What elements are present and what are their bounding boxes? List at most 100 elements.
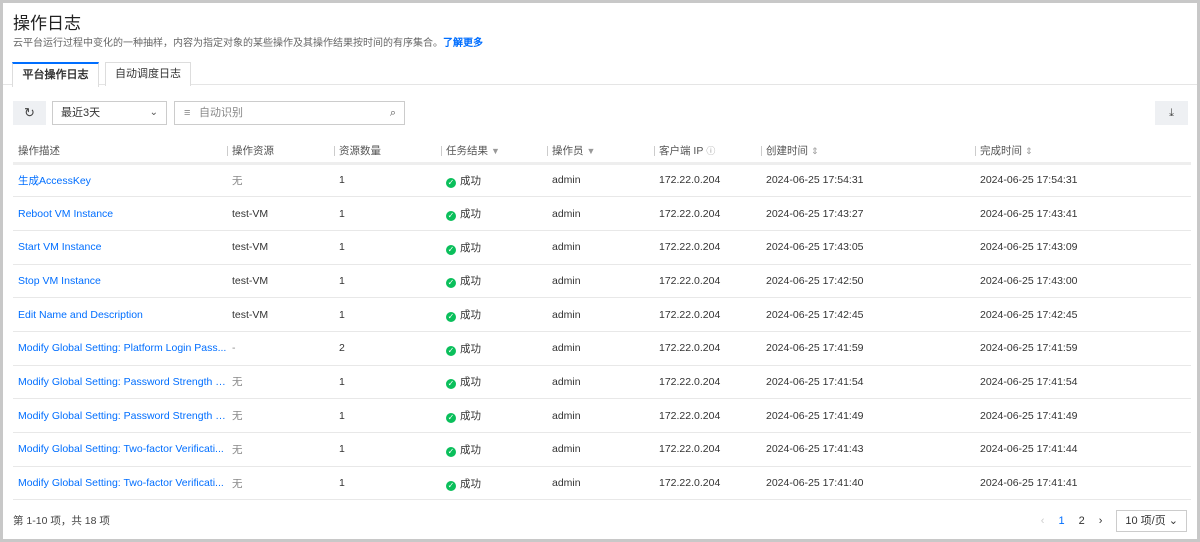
download-button[interactable]: ⤓: [1155, 101, 1188, 125]
result-cell: ✓ 成功: [441, 466, 547, 501]
learn-more-link[interactable]: 了解更多: [443, 38, 483, 49]
operation-desc-link[interactable]: Edit Name and Description: [13, 297, 227, 332]
column-header: 操作资源: [227, 139, 334, 165]
operation-desc-link[interactable]: Modify Global Setting: Two-factor Verifi…: [13, 432, 227, 467]
count-cell: 1: [334, 230, 441, 265]
page-title: 操作日志: [13, 14, 81, 33]
operator-cell: admin: [547, 331, 654, 366]
ip-cell: 172.22.0.204: [654, 466, 761, 501]
resource-cell: test-VM: [227, 196, 334, 231]
created-time-cell: 2024-06-25 17:42:45: [761, 297, 975, 332]
column-divider: [761, 146, 762, 156]
table-row: Modify Global Setting: Two-factor Verifi…: [13, 432, 1191, 467]
page-1-button[interactable]: 1: [1058, 515, 1065, 527]
count-cell: 2: [334, 331, 441, 366]
tab-auto-schedule-log[interactable]: 自动调度日志: [105, 62, 191, 86]
ip-cell: 172.22.0.204: [654, 264, 761, 299]
column-header[interactable]: 操作员 ▼: [547, 139, 654, 165]
sort-icon[interactable]: ⇕: [811, 145, 819, 156]
operator-cell: admin: [547, 230, 654, 265]
column-header: 资源数量: [334, 139, 441, 165]
time-range-select[interactable]: 最近3天 ⌄: [52, 101, 167, 125]
download-icon: ⤓: [1169, 106, 1174, 119]
operation-desc-link[interactable]: Start VM Instance: [13, 230, 227, 265]
result-cell: ✓ 成功: [441, 163, 547, 198]
column-divider: [441, 146, 442, 156]
operation-desc-link[interactable]: Modify Global Setting: Two-factor Verifi…: [13, 466, 227, 501]
result-cell: ✓ 成功: [441, 365, 547, 400]
operator-cell: admin: [547, 163, 654, 198]
page-size-select[interactable]: 10 项/页 ⌄: [1116, 510, 1187, 532]
count-cell: 1: [334, 163, 441, 198]
operation-desc-link[interactable]: Reboot VM Instance: [13, 196, 227, 231]
result-cell: ✓ 成功: [441, 230, 547, 265]
column-header[interactable]: 任务结果 ▼: [441, 139, 547, 165]
operation-desc-link[interactable]: Modify Global Setting: Password Strength…: [13, 398, 227, 433]
finished-time-cell: 2024-06-25 17:41:54: [975, 365, 1191, 400]
operation-desc-link[interactable]: 生成AccessKey: [13, 163, 227, 198]
refresh-button[interactable]: ↻: [13, 101, 46, 125]
success-check-icon: ✓: [446, 177, 456, 188]
next-page-button[interactable]: ›: [1098, 515, 1103, 527]
column-header[interactable]: 创建时间 ⇕: [761, 139, 975, 165]
resource-cell: test-VM: [227, 297, 334, 332]
finished-time-cell: 2024-06-25 17:42:45: [975, 297, 1191, 332]
created-time-cell: 2024-06-25 17:41:54: [761, 365, 975, 400]
filter-icon: ≡: [184, 107, 191, 119]
resource-cell: 无: [227, 432, 334, 467]
column-divider: [975, 146, 976, 156]
success-check-icon: ✓: [446, 312, 456, 323]
ip-cell: 172.22.0.204: [654, 196, 761, 231]
chevron-down-icon: ⌄: [149, 107, 158, 118]
column-header: 客户端 IP ⓘ: [654, 139, 761, 165]
result-cell: ✓ 成功: [441, 398, 547, 433]
result-cell: ✓ 成功: [441, 432, 547, 467]
result-cell: ✓ 成功: [441, 297, 547, 332]
filter-icon[interactable]: ▼: [491, 145, 500, 156]
count-cell: 1: [334, 297, 441, 332]
count-cell: 1: [334, 365, 441, 400]
table-row: Modify Global Setting: Password Strength…: [13, 365, 1191, 400]
created-time-cell: 2024-06-25 17:41:59: [761, 331, 975, 366]
ip-cell: 172.22.0.204: [654, 163, 761, 198]
column-header[interactable]: 完成时间 ⇕: [975, 139, 1191, 165]
ip-cell: 172.22.0.204: [654, 230, 761, 265]
search-input[interactable]: ≡ 自动识别 ⌕: [174, 101, 405, 125]
table-row: Stop VM Instance test-VM 1 ✓ 成功 admin 172…: [13, 264, 1191, 299]
sort-icon[interactable]: ⇕: [1025, 145, 1033, 156]
ip-cell: 172.22.0.204: [654, 297, 761, 332]
operator-cell: admin: [547, 398, 654, 433]
resource-cell: 无: [227, 398, 334, 433]
ip-cell: 172.22.0.204: [654, 331, 761, 366]
finished-time-cell: 2024-06-25 17:41:41: [975, 466, 1191, 501]
page: 操作日志 云平台运行过程中变化的一种抽样，内容为指定对象的某些操作及其操作结果按…: [3, 3, 1197, 539]
tab-platform-log[interactable]: 平台操作日志: [12, 62, 99, 87]
ip-cell: 172.22.0.204: [654, 398, 761, 433]
page-2-button[interactable]: 2: [1078, 515, 1085, 527]
table-row: Modify Global Setting: Two-factor Verifi…: [13, 466, 1191, 501]
table-row: Start VM Instance test-VM 1 ✓ 成功 admin 17…: [13, 230, 1191, 265]
search-icon[interactable]: ⌕: [389, 107, 396, 119]
operation-desc-link[interactable]: Stop VM Instance: [13, 264, 227, 299]
operation-desc-link[interactable]: Modify Global Setting: Password Strength…: [13, 365, 227, 400]
operator-cell: admin: [547, 365, 654, 400]
result-cell: ✓ 成功: [441, 196, 547, 231]
ip-cell: 172.22.0.204: [654, 432, 761, 467]
filter-icon[interactable]: ▼: [586, 145, 596, 156]
finished-time-cell: 2024-06-25 17:54:31: [975, 163, 1191, 198]
resource-cell: 无: [227, 365, 334, 400]
count-cell: 1: [334, 264, 441, 299]
operator-cell: admin: [547, 264, 654, 299]
success-check-icon: ✓: [446, 244, 456, 255]
operation-desc-link[interactable]: Modify Global Setting: Platform Login Pa…: [13, 331, 227, 366]
created-time-cell: 2024-06-25 17:54:31: [761, 163, 975, 198]
ip-cell: 172.22.0.204: [654, 365, 761, 400]
operator-cell: admin: [547, 432, 654, 467]
resource-cell: 无: [227, 163, 334, 198]
finished-time-cell: 2024-06-25 17:41:59: [975, 331, 1191, 366]
info-icon[interactable]: ⓘ: [706, 145, 716, 156]
finished-time-cell: 2024-06-25 17:41:49: [975, 398, 1191, 433]
prev-page-button[interactable]: ‹: [1040, 515, 1045, 527]
created-time-cell: 2024-06-25 17:42:50: [761, 264, 975, 299]
column-divider: [334, 146, 335, 156]
